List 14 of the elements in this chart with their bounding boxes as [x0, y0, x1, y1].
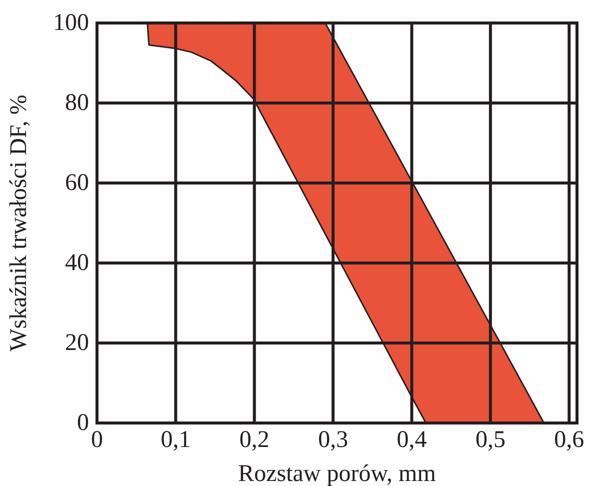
y-axis-title: Wskaźnik trwałości DF, %: [6, 94, 32, 352]
x-tick-label: 0,6: [554, 427, 584, 453]
y-tick-label: 40: [65, 250, 89, 276]
y-tick-label: 100: [53, 10, 89, 36]
x-tick-label: 0,4: [396, 427, 427, 453]
y-tick-label: 0: [77, 410, 89, 436]
y-tick-label: 20: [65, 330, 89, 356]
y-tick-label: 60: [65, 170, 89, 196]
x-tick-label: 0,5: [475, 427, 506, 453]
y-tick-label: 80: [65, 90, 89, 116]
x-tick-label: 0,2: [239, 427, 270, 453]
x-axis-title: Rozstaw porów, mm: [238, 461, 436, 486]
x-tick-label: 0,1: [160, 427, 191, 453]
x-tick-label: 0,3: [318, 427, 348, 453]
